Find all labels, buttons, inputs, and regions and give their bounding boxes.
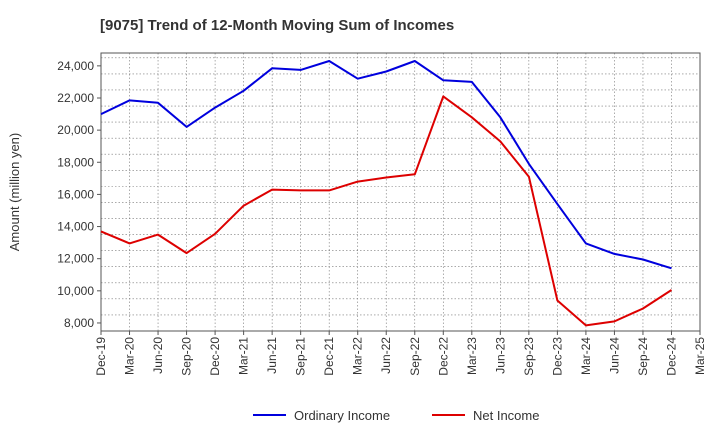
y-tick-label: 12,000 (57, 252, 94, 266)
x-tick-label: Sep-23 (522, 337, 536, 376)
x-tick-label: Sep-21 (294, 337, 308, 376)
x-tick-label: Dec-23 (550, 337, 564, 376)
grid (100, 53, 701, 331)
x-tick-label: Sep-22 (408, 337, 422, 376)
x-tick-label: Jun-24 (607, 337, 621, 374)
x-tick-label: Jun-20 (151, 337, 165, 374)
x-tick-label: Jun-23 (493, 337, 507, 374)
series-line-ordinary-income (100, 60, 672, 270)
y-tick-label: 20,000 (57, 123, 94, 137)
x-tick-label: Jun-21 (265, 337, 279, 374)
x-tick-label: Dec-24 (664, 337, 678, 376)
chart-title: [9075] Trend of 12-Month Moving Sum of I… (100, 17, 454, 34)
legend: Ordinary Income Net Income (253, 408, 539, 423)
series-lines (100, 60, 673, 327)
y-axis-ticks: 8,000 10,000 12,000 14,000 16,000 18,000 20,00… (57, 59, 101, 330)
y-tick-label: 14,000 (57, 220, 94, 234)
x-tick-label: Dec-20 (208, 337, 222, 376)
x-tick-label: Dec-19 (94, 337, 108, 376)
x-tick-label: Mar-25 (693, 337, 707, 375)
plot-frame (100, 52, 701, 332)
x-tick-label: Mar-21 (237, 337, 251, 375)
x-tick-label: Sep-20 (180, 337, 194, 376)
x-tick-label: Sep-24 (636, 337, 650, 376)
x-tick-label: Mar-20 (123, 337, 137, 375)
y-tick-label: 22,000 (57, 91, 94, 105)
x-tick-label: Mar-24 (579, 337, 593, 375)
y-tick-label: 18,000 (57, 155, 94, 169)
y-tick-label: 10,000 (57, 284, 94, 298)
y-tick-label: 24,000 (57, 59, 94, 73)
x-axis-ticks: Dec-19 Mar-20 Jun-20 Sep-20 Dec-20 Mar-21 Jun-… (94, 331, 707, 376)
legend-label: Net Income (473, 408, 539, 423)
y-tick-label: 8,000 (64, 316, 94, 330)
x-tick-label: Dec-21 (322, 337, 336, 376)
y-axis-label: Amount (million yen) (7, 133, 22, 252)
x-tick-label: Mar-22 (351, 337, 365, 375)
legend-label: Ordinary Income (294, 408, 390, 423)
series-line-net-income (100, 95, 673, 327)
y-tick-label: 16,000 (57, 187, 94, 201)
x-tick-label: Jun-22 (379, 337, 393, 374)
x-tick-label: Mar-23 (465, 337, 479, 375)
x-tick-label: Dec-22 (436, 337, 450, 376)
